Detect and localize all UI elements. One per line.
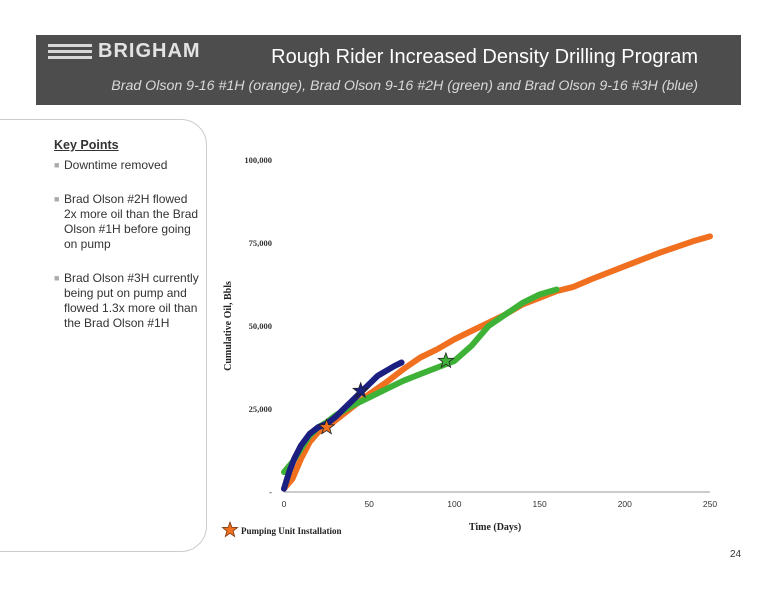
x-tick-label: 200 <box>618 499 632 509</box>
x-axis-label: Time (Days) <box>469 522 521 533</box>
logo-text: BRIGHAM <box>98 40 201 62</box>
slide-subtitle: Brad Olson 9-16 #1H (orange), Brad Olson… <box>111 78 698 94</box>
chart-legend: Pumping Unit Installation <box>221 520 342 538</box>
key-point-text: Brad Olson #3H currently being put on pu… <box>64 271 199 330</box>
series-line <box>281 286 560 476</box>
key-point-item: ■ Brad Olson #2H flowed 2x more oil than … <box>54 192 199 252</box>
key-point-text: Brad Olson #2H flowed 2x more oil than t… <box>64 192 199 251</box>
x-tick-label: 150 <box>533 499 547 509</box>
plot-area: - 25,000 50,000 75,000 100,000 0 50 100 … <box>244 155 717 509</box>
y-tick-label: - <box>269 487 272 497</box>
pumping-unit-star-marker <box>317 418 336 435</box>
x-tick-label: 250 <box>703 499 717 509</box>
key-points-panel <box>0 119 207 552</box>
pumping-unit-star-marker <box>352 381 370 399</box>
bullet-icon: ■ <box>54 194 60 204</box>
y-tick-label: 75,000 <box>249 238 272 248</box>
logo-bars-icon <box>48 44 92 62</box>
y-axis-ticks: - 25,000 50,000 75,000 100,000 <box>244 155 272 497</box>
page-number: 24 <box>730 549 742 560</box>
bullet-icon: ■ <box>54 160 60 170</box>
key-points-list: ■ Downtime removed ■ Brad Olson #2H flowed… <box>54 158 199 350</box>
cumulative-oil-chart: - 25,000 50,000 75,000 100,000 0 50 100 … <box>221 155 717 538</box>
header-banner: BRIGHAM Rough Rider Increased Density Dr… <box>36 35 741 105</box>
y-tick-label: 100,000 <box>244 155 272 165</box>
y-tick-label: 50,000 <box>249 321 272 331</box>
key-points-title: Key Points <box>54 138 119 152</box>
slide-title: Rough Rider Increased Density Drilling P… <box>271 46 698 68</box>
bullet-icon: ■ <box>54 273 60 283</box>
legend-label: Pumping Unit Installation <box>241 526 342 536</box>
series-line <box>281 233 713 492</box>
x-tick-label: 50 <box>364 499 374 509</box>
y-tick-label: 25,000 <box>249 404 272 414</box>
key-point-item: ■ Downtime removed <box>54 158 199 173</box>
x-axis-ticks: 0 50 100 150 200 250 <box>282 499 718 509</box>
x-tick-label: 0 <box>282 499 287 509</box>
key-point-item: ■ Brad Olson #3H currently being put on p… <box>54 271 199 331</box>
marker-group <box>317 351 455 435</box>
x-tick-label: 100 <box>447 499 461 509</box>
series-group <box>281 233 713 492</box>
series-line <box>281 359 405 492</box>
key-point-text: Downtime removed <box>64 158 168 172</box>
star-marker-icon <box>221 520 239 538</box>
y-axis-label: Cumulative Oil, Bbls <box>223 281 234 371</box>
pumping-unit-star-marker <box>437 351 455 369</box>
